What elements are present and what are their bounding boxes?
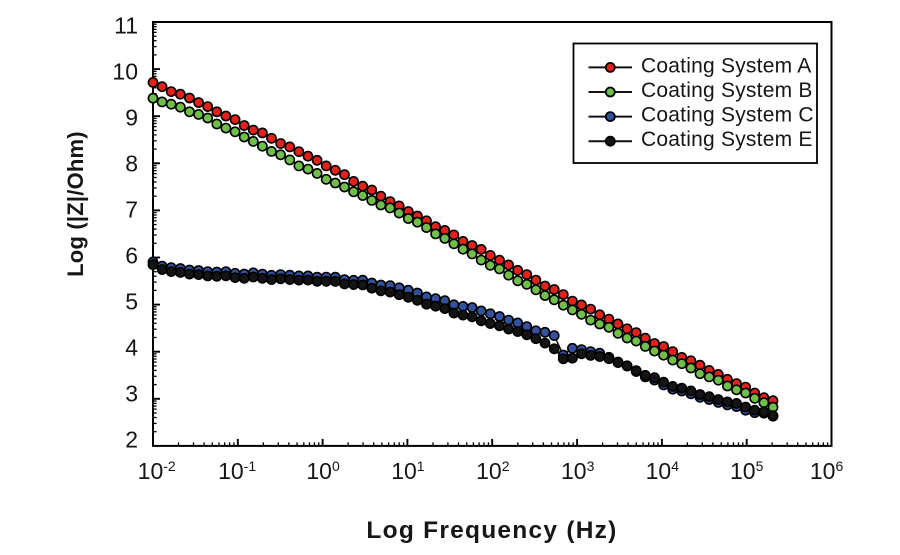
svg-text:5: 5 — [125, 288, 138, 314]
svg-text:Log (|Z|/Ohm): Log (|Z|/Ohm) — [63, 131, 88, 277]
svg-text:11: 11 — [114, 12, 138, 38]
svg-text:Log Frequency (Hz): Log Frequency (Hz) — [366, 517, 617, 544]
svg-text:8: 8 — [125, 150, 138, 176]
svg-text:4: 4 — [125, 334, 138, 360]
svg-text:7: 7 — [125, 196, 138, 222]
svg-text:Coating System B: Coating System B — [641, 79, 813, 102]
svg-text:2: 2 — [125, 426, 138, 452]
svg-text:6: 6 — [125, 242, 138, 268]
svg-text:10: 10 — [112, 58, 138, 84]
svg-text:Coating System E: Coating System E — [641, 128, 813, 151]
svg-text:9: 9 — [125, 104, 138, 130]
svg-text:3: 3 — [125, 380, 138, 406]
svg-text:Coating System C: Coating System C — [641, 104, 814, 127]
svg-text:Coating System A: Coating System A — [641, 54, 811, 77]
svg-text:10-1: 10-1 — [218, 458, 256, 484]
